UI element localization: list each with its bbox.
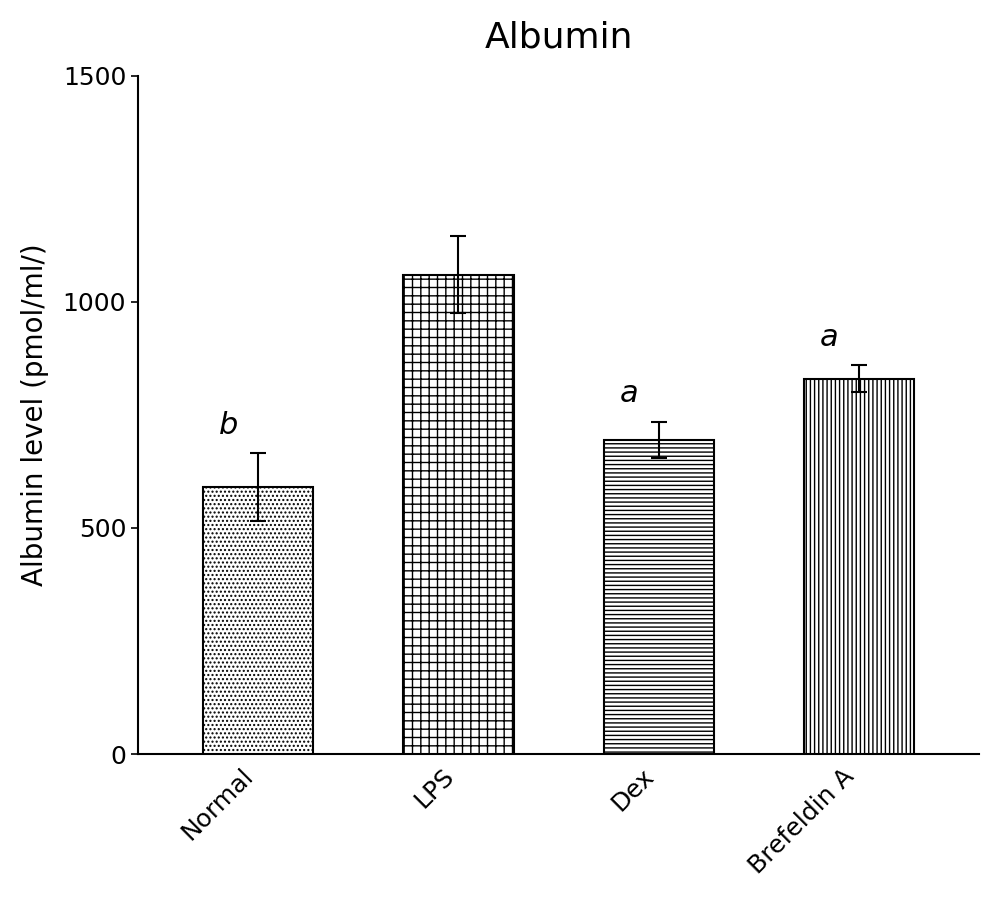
Y-axis label: Albumin level (pmol/ml/): Albumin level (pmol/ml/): [21, 244, 49, 586]
Text: a: a: [619, 379, 638, 408]
Text: a: a: [820, 323, 838, 352]
Bar: [203, 487, 313, 754]
Bar: [403, 275, 514, 754]
Text: b: b: [218, 411, 238, 440]
Title: Albumin: Albumin: [484, 21, 633, 55]
Bar: [604, 440, 714, 754]
Bar: [804, 378, 914, 754]
